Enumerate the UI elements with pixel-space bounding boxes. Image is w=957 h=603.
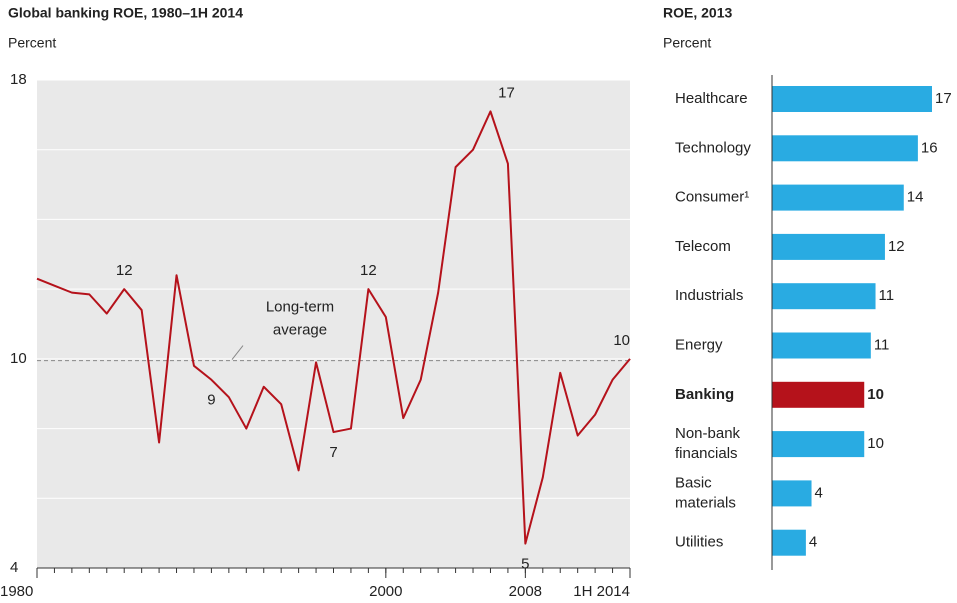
annotation: average — [273, 322, 327, 339]
x-tick-label: 1980 — [0, 583, 33, 600]
data-label: 7 — [329, 444, 337, 461]
leader-line — [231, 345, 244, 360]
bar — [772, 381, 865, 408]
y-tick-label: 4 — [10, 559, 18, 576]
plot-background — [37, 80, 630, 568]
data-label: 17 — [498, 84, 515, 101]
data-label: 12 — [888, 238, 905, 255]
data-label: 10 — [867, 386, 884, 403]
chart-title: Global banking ROE, 1980–1H 2014 — [8, 5, 243, 21]
category-label: Telecom — [675, 238, 731, 255]
category-label: Non-bank financials — [675, 425, 741, 462]
category-label: Industrials — [675, 287, 743, 304]
data-label: 10 — [867, 435, 884, 452]
category-label-line: financials — [675, 445, 738, 462]
line — [36, 110, 631, 545]
chart-subtitle: Percent — [663, 35, 711, 51]
data-label: 10 — [613, 332, 630, 349]
y-tick-label: 10 — [10, 350, 27, 367]
bar — [772, 184, 904, 211]
y-tick-label: 18 — [10, 71, 27, 88]
x-tick-label: 2008 — [509, 583, 542, 600]
bar — [772, 529, 806, 556]
chart-subtitle: Percent — [8, 35, 56, 51]
data-label: 11 — [879, 287, 895, 304]
x-tick-label: 2000 — [369, 583, 402, 600]
category-label: Healthcare — [675, 90, 748, 107]
category-label-line: Non-bank — [675, 425, 741, 442]
category-label: Energy — [675, 336, 723, 353]
bar — [772, 135, 918, 162]
data-label: 9 — [207, 392, 215, 409]
category-label: Technology — [675, 139, 751, 156]
data-label: 12 — [360, 262, 377, 279]
data-label: 16 — [921, 139, 938, 156]
chart-title: ROE, 2013 — [663, 5, 732, 21]
data-label: 12 — [116, 262, 133, 279]
data-label: 4 — [809, 534, 817, 551]
category-label: Banking — [675, 386, 734, 403]
data-label: 17 — [935, 90, 952, 107]
bar — [772, 233, 885, 260]
bar — [772, 283, 876, 310]
data-label: 5 — [521, 556, 529, 573]
bar — [772, 332, 871, 359]
bar — [772, 431, 865, 458]
data-label: 14 — [907, 189, 924, 206]
category-label: Consumer¹ — [675, 189, 749, 206]
data-label: 11 — [874, 336, 890, 353]
category-label: Utilities — [675, 534, 723, 551]
x-tick-label: 1H 2014 — [573, 583, 630, 600]
category-label: Basic materials — [675, 474, 736, 511]
bar — [772, 480, 812, 507]
bar — [772, 86, 932, 112]
category-label-line: Basic — [675, 474, 712, 491]
data-label: 4 — [815, 484, 823, 501]
annotation: Long-term — [266, 299, 334, 316]
category-label-line: materials — [675, 494, 736, 511]
